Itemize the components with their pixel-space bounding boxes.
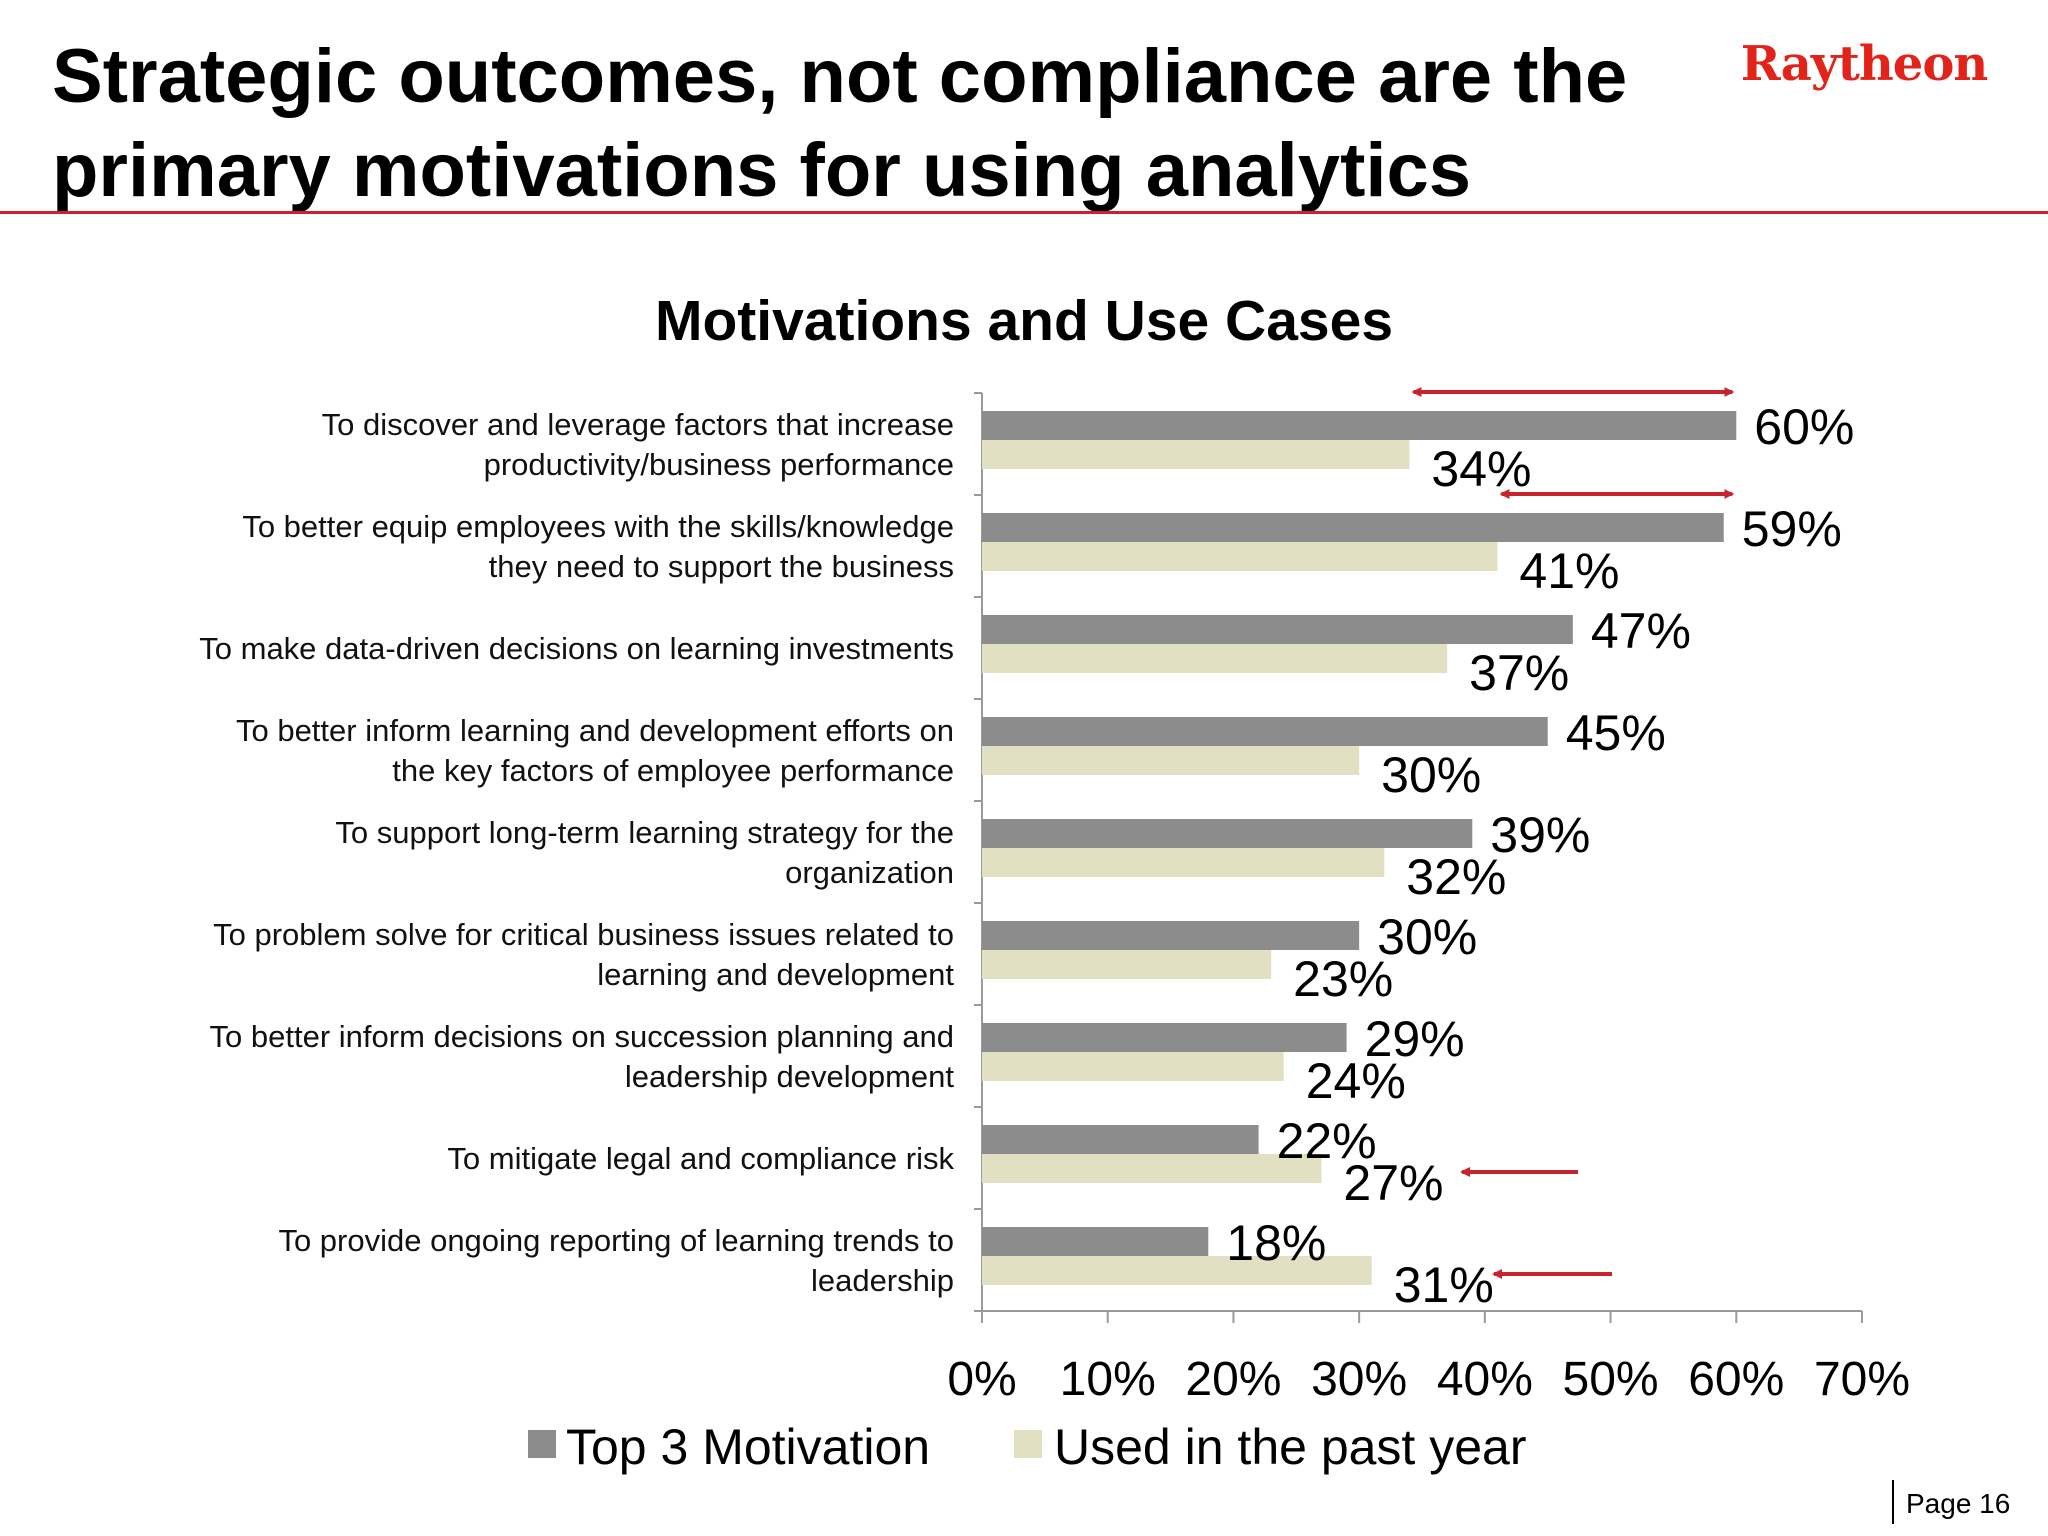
bar-top3-motivation [982, 615, 1573, 644]
category-label: leadership [811, 1263, 954, 1298]
category-label: To make data-driven decisions on learnin… [199, 631, 954, 666]
bar-top3-motivation [982, 717, 1548, 746]
legend-swatch-used [1014, 1430, 1042, 1458]
value-label-top3: 18% [1226, 1215, 1326, 1271]
category-label: learning and development [597, 957, 954, 992]
value-label-used: 37% [1469, 645, 1569, 701]
legend-label-top3: Top 3 Motivation [566, 1419, 930, 1475]
value-label-top3: 59% [1742, 501, 1842, 557]
category-label: To provide ongoing reporting of learning… [278, 1223, 954, 1258]
bar-top3-motivation [982, 411, 1737, 440]
slide-title: Strategic outcomes, not compliance are t… [52, 34, 1628, 213]
legend-label-used: Used in the past year [1054, 1419, 1527, 1475]
value-label-used: 27% [1343, 1155, 1443, 1211]
x-tick-label: 30% [1311, 1353, 1407, 1406]
bar-top3-motivation [982, 921, 1360, 950]
bar-used-past-year [982, 1052, 1284, 1081]
bar-top3-motivation [982, 1125, 1259, 1154]
category-label: To mitigate legal and compliance risk [447, 1141, 954, 1176]
bar-used-past-year [982, 644, 1448, 673]
category-label: leadership development [625, 1059, 955, 1094]
category-label: To discover and leverage factors that in… [322, 407, 954, 442]
category-label: productivity/business performance [484, 447, 954, 482]
bar-used-past-year [982, 848, 1385, 877]
x-tick-label: 10% [1060, 1353, 1156, 1406]
x-tick-label: 70% [1814, 1353, 1910, 1406]
bar-used-past-year [982, 746, 1360, 775]
value-label-used: 34% [1431, 441, 1531, 497]
value-label-top3: 47% [1591, 603, 1691, 659]
value-label-top3: 29% [1365, 1011, 1465, 1067]
x-tick-label: 0% [947, 1353, 1016, 1406]
value-label-used: 41% [1519, 543, 1619, 599]
category-label: the key factors of employee performance [392, 753, 954, 788]
category-label: To support long-term learning strategy f… [335, 815, 954, 850]
value-label-top3: 30% [1377, 909, 1477, 965]
category-label: To problem solve for critical business i… [213, 917, 954, 952]
bar-top3-motivation [982, 819, 1473, 848]
x-tick-label: 20% [1185, 1353, 1281, 1406]
bar-used-past-year [982, 542, 1498, 571]
bar-used-past-year [982, 440, 1410, 469]
bar-used-past-year [982, 950, 1272, 979]
value-label-top3: 22% [1277, 1113, 1377, 1169]
x-tick-label: 40% [1437, 1353, 1533, 1406]
value-label-top3: 45% [1566, 705, 1666, 761]
chart-title: Motivations and Use Cases [655, 289, 1393, 353]
value-label-used: 32% [1406, 849, 1506, 905]
x-tick-label: 50% [1563, 1353, 1659, 1406]
bar-used-past-year [982, 1154, 1322, 1183]
value-label-used: 31% [1394, 1257, 1494, 1313]
value-label-top3: 39% [1490, 807, 1590, 863]
title-divider [0, 211, 2048, 214]
value-label-used: 23% [1293, 951, 1393, 1007]
raytheon-logo: Raytheon [1740, 36, 1989, 92]
x-tick-label: 60% [1688, 1353, 1784, 1406]
category-label: organization [785, 855, 954, 890]
bar-top3-motivation [982, 1227, 1209, 1256]
bar-used-past-year [982, 1256, 1372, 1285]
value-label-top3: 60% [1754, 399, 1854, 455]
category-label: To better equip employees with the skill… [242, 509, 954, 544]
category-label: To better inform decisions on succession… [210, 1019, 954, 1054]
category-label: To better inform learning and developmen… [236, 713, 954, 748]
bar-top3-motivation [982, 513, 1724, 542]
page-number: Page 16 [1906, 1488, 2011, 1519]
value-label-used: 24% [1306, 1053, 1406, 1109]
value-label-used: 30% [1381, 747, 1481, 803]
bar-top3-motivation [982, 1023, 1347, 1052]
page-separator [1892, 1480, 1894, 1524]
category-label: they need to support the business [489, 549, 954, 584]
legend-swatch-top3 [528, 1430, 556, 1458]
